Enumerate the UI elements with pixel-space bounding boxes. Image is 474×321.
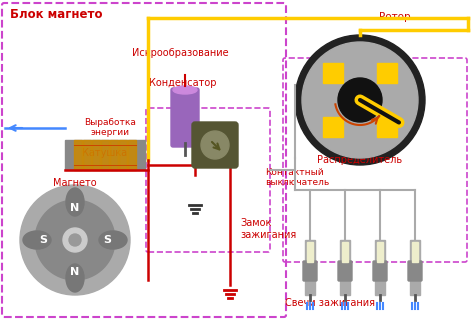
Circle shape (295, 35, 425, 165)
Bar (305, 240, 315, 295)
Text: Контактный
выключатель: Контактный выключатель (265, 168, 329, 187)
Ellipse shape (66, 264, 84, 292)
Bar (101, 140, 109, 170)
Bar (74, 140, 82, 170)
Bar (128, 140, 136, 170)
Bar (65, 140, 145, 170)
Text: Выработка
энергии: Выработка энергии (84, 118, 136, 137)
Text: Ротор: Ротор (379, 12, 411, 22)
Bar (119, 140, 127, 170)
Bar (307, 242, 313, 262)
Bar (412, 242, 418, 262)
Bar (377, 242, 383, 262)
Bar (110, 140, 118, 170)
Ellipse shape (99, 231, 127, 249)
Text: S: S (39, 235, 47, 245)
Text: N: N (70, 203, 80, 213)
Bar (375, 240, 385, 295)
Bar (92, 140, 100, 170)
Text: Конденсатор: Конденсатор (149, 78, 217, 88)
Circle shape (35, 200, 115, 280)
Text: S: S (103, 235, 111, 245)
Circle shape (201, 131, 229, 159)
Circle shape (302, 42, 418, 158)
Circle shape (69, 234, 81, 246)
Ellipse shape (23, 231, 51, 249)
FancyBboxPatch shape (338, 261, 352, 281)
Text: Искрообразование: Искрообразование (132, 48, 228, 58)
Bar (340, 240, 350, 295)
Text: Катушка: Катушка (82, 148, 128, 158)
FancyBboxPatch shape (171, 88, 199, 147)
Ellipse shape (173, 86, 197, 94)
Text: N: N (70, 267, 80, 277)
Circle shape (338, 78, 382, 122)
Bar (342, 242, 348, 262)
FancyBboxPatch shape (192, 122, 238, 168)
Bar (83, 140, 91, 170)
Circle shape (20, 185, 130, 295)
Text: Распределитель: Распределитель (318, 155, 402, 165)
FancyBboxPatch shape (408, 261, 422, 281)
Bar (410, 240, 420, 295)
Text: Замок
зажигания: Замок зажигания (240, 218, 296, 239)
Text: Свечи зажигания: Свечи зажигания (285, 298, 375, 308)
Circle shape (63, 228, 87, 252)
Text: Блок магнето: Блок магнето (10, 8, 102, 21)
Ellipse shape (66, 188, 84, 216)
FancyBboxPatch shape (373, 261, 387, 281)
FancyBboxPatch shape (303, 261, 317, 281)
Text: Магнето: Магнето (53, 178, 97, 188)
